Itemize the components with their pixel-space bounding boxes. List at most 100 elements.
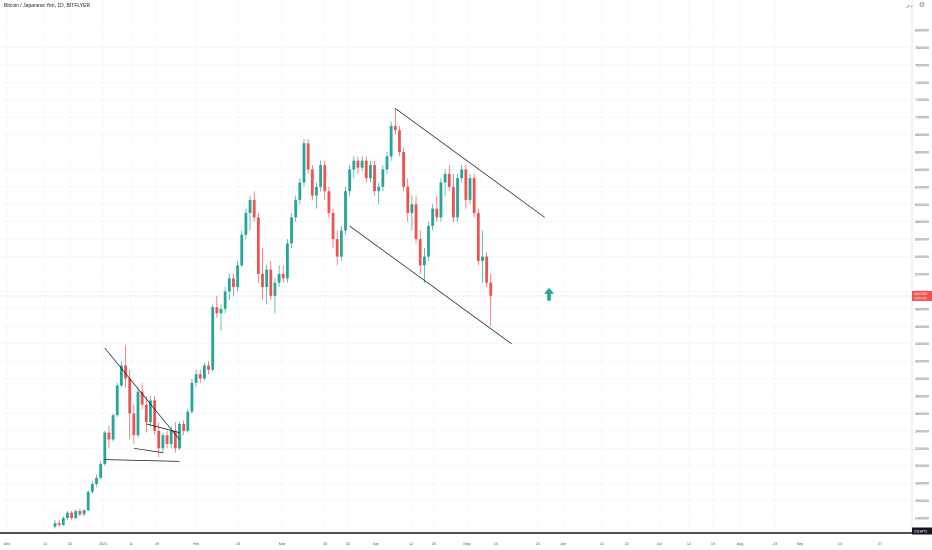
candle-body	[236, 265, 239, 288]
gear-icon[interactable]: ⚙	[918, 2, 925, 9]
x-tick-label: 14	[43, 542, 47, 546]
candle-body	[331, 213, 335, 240]
x-tick-label: Mar	[279, 542, 286, 546]
candle-body	[261, 274, 264, 288]
x-tick-label: Aug	[737, 542, 744, 546]
candle-body	[435, 208, 439, 218]
candle-body	[277, 274, 281, 283]
candle-body	[61, 518, 65, 525]
candle-body	[95, 477, 98, 485]
candle-body	[389, 125, 393, 157]
candle-body	[352, 160, 356, 170]
y-tick-label: 4000000	[915, 377, 929, 381]
candle-body	[182, 423, 186, 431]
candle-body	[323, 165, 327, 192]
candle-body	[107, 432, 111, 440]
y-tick-label: 3200000	[915, 447, 929, 451]
grid	[0, 0, 912, 533]
y-tick-label: 3400000	[915, 429, 929, 433]
candle-body	[381, 169, 385, 187]
trendline	[133, 447, 163, 453]
candle-body	[248, 199, 252, 213]
candle-body	[173, 430, 177, 449]
candle-body	[418, 239, 422, 266]
y-tick-label: 7800000	[915, 46, 929, 50]
x-tick-label: Dec	[4, 542, 11, 546]
candle-body	[86, 491, 90, 511]
time-axis[interactable]: Dec 14 22 2021 11 19 Feb 15 Mar 15 22 Apr 12 20 May 10 2…	[0, 532, 912, 546]
candle-body	[460, 169, 464, 179]
candle-body	[103, 432, 107, 464]
candle-body	[431, 208, 435, 227]
candle-body	[373, 165, 376, 192]
candle-body	[294, 199, 298, 218]
candle-body	[161, 435, 165, 449]
x-tick-label: Jun	[560, 542, 566, 546]
x-tick-label: 10	[494, 542, 498, 546]
candle-body	[144, 404, 148, 423]
candle-body	[273, 282, 277, 296]
up-arrow-icon	[544, 287, 554, 301]
candle-body	[66, 512, 69, 518]
x-tick-label: 22	[625, 542, 629, 546]
candle-body	[252, 199, 256, 218]
candle-body	[136, 391, 140, 436]
x-tick-label: 20	[432, 542, 436, 546]
candle-body	[456, 178, 459, 218]
candle-body	[344, 191, 347, 231]
candle-body	[120, 365, 123, 386]
candles	[53, 108, 493, 529]
x-tick-label: Feb	[193, 542, 200, 546]
x-tick-label: 23	[773, 542, 777, 546]
trendline	[395, 108, 545, 218]
x-tick-label: 22	[68, 542, 72, 546]
x-tick-label: 2021	[99, 542, 107, 546]
y-tick-label: 4600000	[915, 325, 929, 329]
candle-body	[265, 269, 269, 288]
candle-body	[385, 156, 389, 170]
x-tick-label: Apr	[373, 542, 380, 546]
candle-body	[410, 204, 414, 213]
candle-body	[165, 435, 169, 444]
bottom-badge-value: 2318470	[914, 529, 927, 533]
candle-body	[157, 430, 161, 449]
y-tick-label: 6000000	[915, 203, 929, 207]
candle-body	[319, 165, 322, 187]
candle-body	[489, 282, 493, 296]
price-axis[interactable]: 2400000 2600000 2800000 3000000 3200000 34000…	[911, 0, 929, 533]
y-tick-label: 5200000	[915, 273, 929, 277]
candle-body	[393, 125, 397, 131]
candle-body	[286, 243, 289, 279]
candle-body	[240, 234, 244, 266]
price-tag	[912, 291, 932, 302]
candle-body	[149, 400, 152, 423]
candle-body	[377, 186, 381, 192]
y-tick-label: 7000000	[915, 116, 929, 120]
candle-body	[198, 374, 202, 379]
candle-body	[99, 463, 103, 478]
x-tick-label: 15	[323, 542, 327, 546]
trendlines	[104, 108, 545, 462]
candle-body	[443, 173, 447, 183]
candle-body	[339, 230, 343, 257]
x-tick-label: 22	[346, 542, 350, 546]
y-tick-label: 6200000	[915, 185, 929, 189]
y-tick-label: 7200000	[915, 98, 929, 102]
candle-body	[169, 430, 173, 444]
candle-body	[232, 278, 235, 288]
x-tick-label: 14	[600, 542, 604, 546]
candle-body	[315, 186, 318, 196]
x-tick-label: 27	[878, 542, 882, 546]
candle-body	[178, 423, 181, 449]
y-tick-label: 4200000	[915, 360, 929, 364]
bottom-badge	[912, 527, 932, 535]
y-tick-label: 8000000	[915, 29, 929, 33]
x-tick-label: 19	[711, 542, 715, 546]
x-tick-label: 13	[838, 542, 842, 546]
x-tick-label: 24	[536, 542, 540, 546]
x-tick-label: 19	[155, 542, 159, 546]
candle-body	[335, 239, 339, 257]
candle-body	[360, 160, 364, 168]
